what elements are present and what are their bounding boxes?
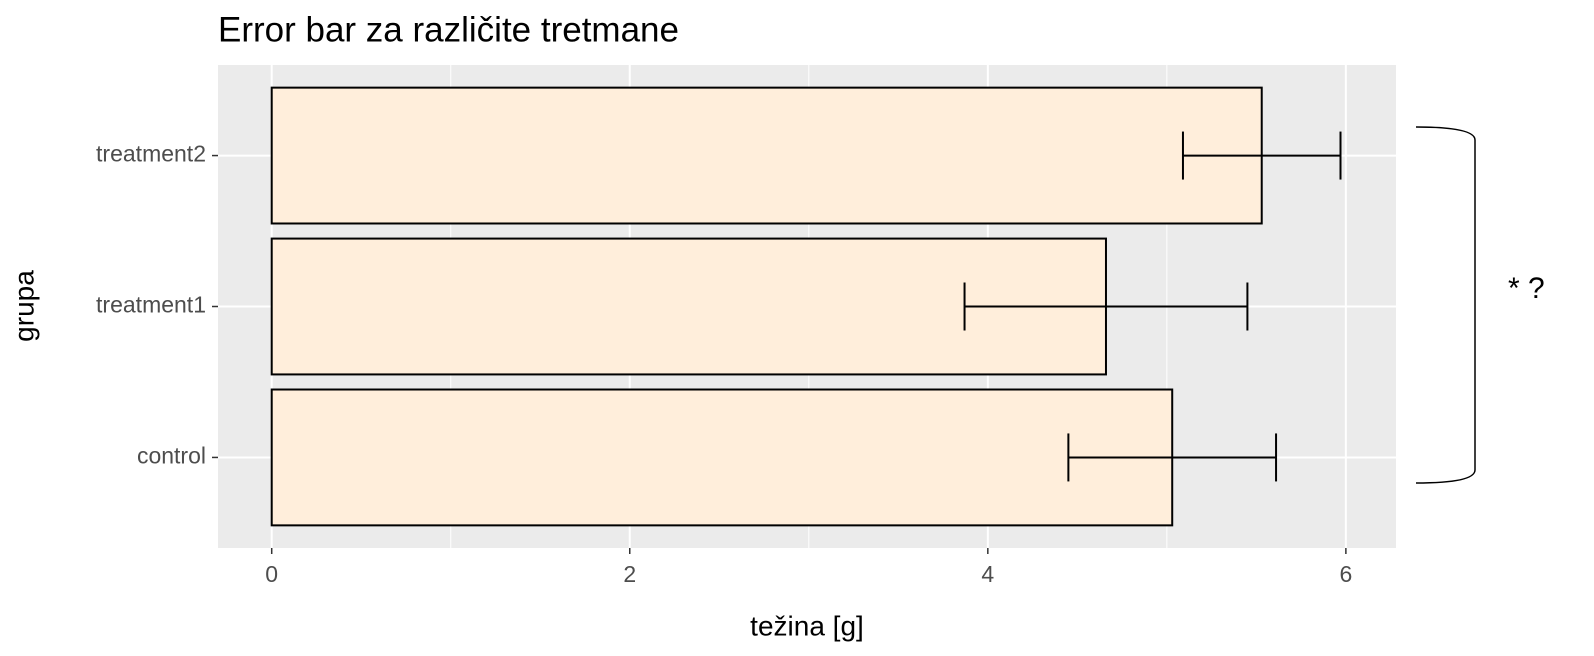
error-bar [963, 282, 1249, 331]
annotation: * ? [1508, 272, 1545, 305]
x-tick-label: 6 [1339, 561, 1352, 587]
x-tick-label: 4 [981, 561, 994, 587]
y-tick-label: treatment1 [96, 292, 206, 318]
bracket [1415, 126, 1476, 484]
x-axis-label: težina [g] [750, 610, 864, 641]
y-tick-label: control [137, 443, 206, 469]
bar [270, 86, 1263, 225]
error-bar [1181, 131, 1342, 180]
chart-title: Error bar za različite tretmane [218, 10, 679, 49]
error-bar [1067, 433, 1278, 482]
x-tick-label: 0 [265, 561, 278, 587]
bar [270, 388, 1174, 527]
x-tick-label: 2 [623, 561, 636, 587]
y-axis-label: grupa [8, 270, 39, 342]
y-tick-label: treatment2 [96, 141, 206, 167]
